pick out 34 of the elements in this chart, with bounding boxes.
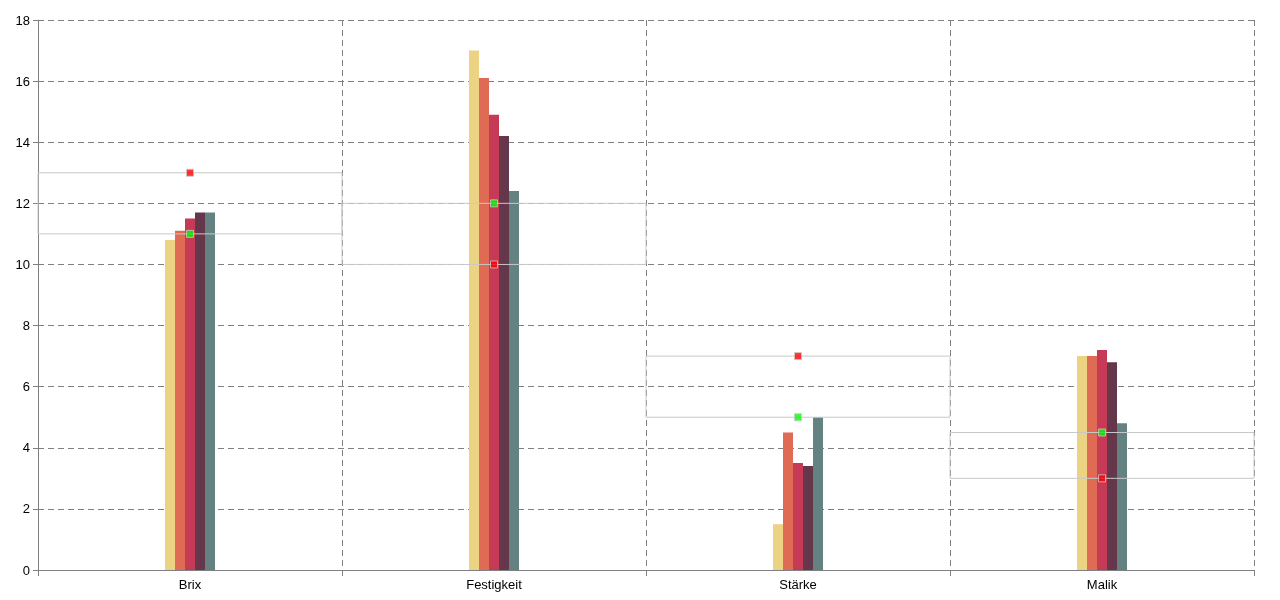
bar bbox=[1107, 362, 1117, 570]
bar bbox=[1077, 356, 1087, 570]
bar bbox=[509, 191, 519, 570]
y-tick-label: 0 bbox=[22, 562, 30, 578]
bar bbox=[783, 432, 793, 570]
x-tick-label: Brix bbox=[178, 577, 202, 592]
bar bbox=[803, 466, 813, 570]
y-tick-label: 10 bbox=[15, 256, 30, 272]
y-tick-label: 18 bbox=[15, 12, 30, 28]
bar bbox=[813, 417, 823, 570]
bar bbox=[499, 136, 509, 570]
bar bbox=[793, 463, 803, 570]
bar bbox=[1087, 356, 1097, 570]
y-tick-label: 8 bbox=[22, 318, 30, 334]
y-tick-label: 6 bbox=[22, 379, 30, 395]
x-tick-label: Festigkeit bbox=[466, 577, 523, 592]
bar bbox=[165, 240, 175, 570]
y-tick-label: 4 bbox=[22, 440, 30, 456]
bar bbox=[479, 78, 489, 570]
x-tick-label: Stärke bbox=[779, 577, 817, 592]
x-tick-label: Malik bbox=[1086, 577, 1118, 592]
bar bbox=[185, 218, 195, 570]
bar bbox=[489, 114, 499, 570]
bar bbox=[205, 212, 215, 570]
bar bbox=[175, 230, 185, 570]
bar bbox=[1097, 350, 1107, 570]
y-tick-label: 16 bbox=[15, 73, 30, 89]
y-tick-label: 14 bbox=[15, 134, 30, 150]
bar bbox=[469, 50, 479, 570]
y-tick-label: 12 bbox=[15, 195, 30, 211]
bar bbox=[773, 524, 783, 570]
bar bbox=[1117, 423, 1127, 570]
y-tick-label: 2 bbox=[22, 501, 30, 517]
bar bbox=[195, 212, 205, 570]
